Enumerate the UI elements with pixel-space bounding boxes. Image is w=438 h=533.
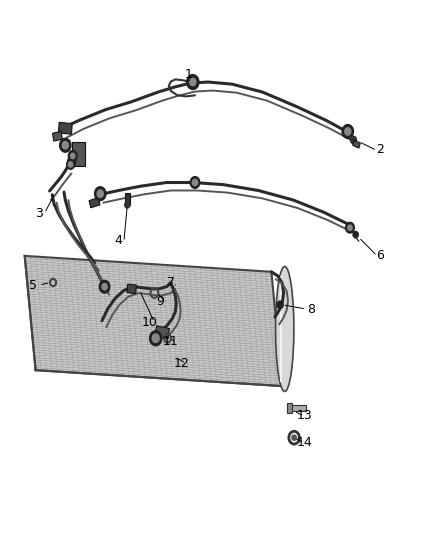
Circle shape xyxy=(192,179,198,185)
Text: 1: 1 xyxy=(184,68,192,80)
Bar xyxy=(58,122,72,134)
Text: 14: 14 xyxy=(296,437,312,449)
Circle shape xyxy=(99,280,110,293)
Circle shape xyxy=(345,128,351,135)
Text: 3: 3 xyxy=(35,207,43,220)
Bar xyxy=(53,132,62,141)
Circle shape xyxy=(350,136,357,144)
Polygon shape xyxy=(25,256,283,386)
Circle shape xyxy=(342,125,353,139)
Bar xyxy=(287,402,292,413)
Circle shape xyxy=(95,187,106,200)
Circle shape xyxy=(190,78,196,86)
Circle shape xyxy=(67,160,74,169)
Circle shape xyxy=(68,151,77,161)
Circle shape xyxy=(292,435,296,440)
Text: 10: 10 xyxy=(141,316,157,329)
Bar xyxy=(125,193,130,205)
Text: 4: 4 xyxy=(115,235,123,247)
Circle shape xyxy=(125,201,130,208)
Circle shape xyxy=(60,139,71,152)
Text: 6: 6 xyxy=(377,249,385,262)
Circle shape xyxy=(277,301,283,309)
Text: 13: 13 xyxy=(296,409,312,422)
Text: 2: 2 xyxy=(377,143,385,156)
Circle shape xyxy=(97,190,103,197)
Text: 11: 11 xyxy=(163,335,179,349)
Bar xyxy=(289,405,306,411)
Circle shape xyxy=(62,142,68,149)
Ellipse shape xyxy=(276,266,294,391)
Circle shape xyxy=(353,231,358,238)
Text: 9: 9 xyxy=(156,295,164,308)
Circle shape xyxy=(102,284,107,290)
Circle shape xyxy=(346,222,354,233)
Bar xyxy=(155,326,170,339)
Text: 12: 12 xyxy=(174,357,190,370)
Bar xyxy=(353,140,360,148)
Text: 8: 8 xyxy=(307,303,314,316)
Circle shape xyxy=(152,334,159,343)
Bar xyxy=(89,198,100,208)
Circle shape xyxy=(68,162,73,167)
Circle shape xyxy=(348,225,352,230)
Circle shape xyxy=(187,75,199,90)
Bar xyxy=(67,159,76,167)
Text: 7: 7 xyxy=(167,276,175,289)
Bar xyxy=(127,284,136,294)
Bar xyxy=(72,142,85,166)
Circle shape xyxy=(150,331,162,346)
Circle shape xyxy=(71,154,75,159)
Text: 5: 5 xyxy=(29,279,37,292)
Circle shape xyxy=(190,176,200,188)
